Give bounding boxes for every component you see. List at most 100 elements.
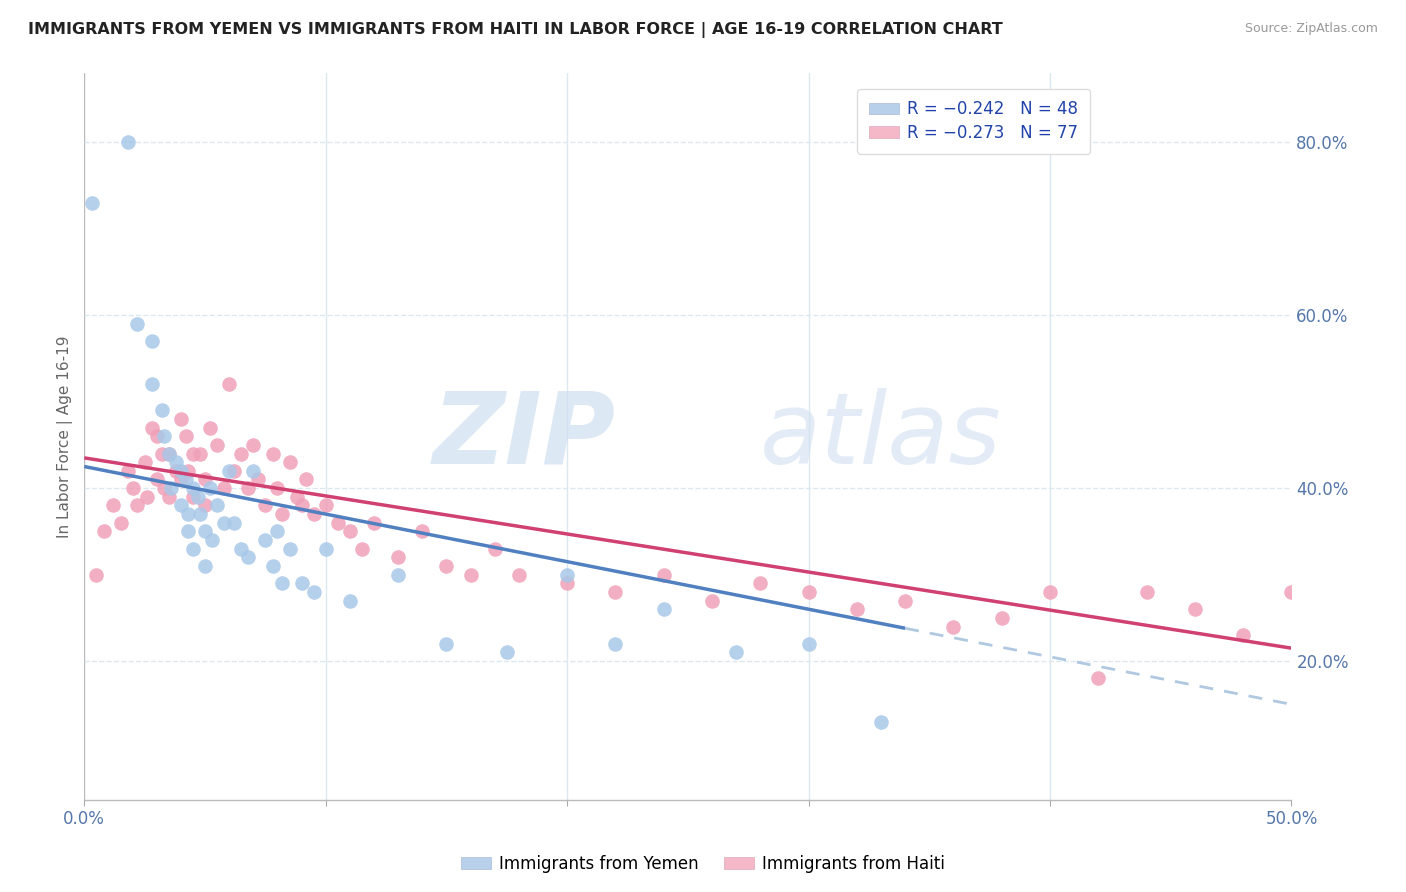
Point — [174, 429, 197, 443]
Point — [436, 637, 458, 651]
Point — [797, 637, 820, 651]
Legend: Immigrants from Yemen, Immigrants from Haiti: Immigrants from Yemen, Immigrants from H… — [454, 848, 952, 880]
Point — [150, 403, 173, 417]
Point — [605, 637, 627, 651]
Point — [339, 524, 361, 539]
Legend: R = −0.242   N = 48, R = −0.273   N = 77: R = −0.242 N = 48, R = −0.273 N = 77 — [858, 88, 1090, 153]
Point — [170, 499, 193, 513]
Point — [387, 550, 409, 565]
Point — [387, 567, 409, 582]
Point — [436, 559, 458, 574]
Point — [266, 524, 288, 539]
Point — [254, 499, 277, 513]
Point — [262, 446, 284, 460]
Point — [326, 516, 349, 530]
Point — [177, 524, 200, 539]
Point — [117, 135, 139, 149]
Point — [134, 455, 156, 469]
Point — [700, 593, 723, 607]
Point — [177, 507, 200, 521]
Point — [170, 473, 193, 487]
Point — [484, 541, 506, 556]
Point — [1087, 672, 1109, 686]
Point — [725, 645, 748, 659]
Point — [218, 464, 240, 478]
Point — [302, 585, 325, 599]
Point — [145, 429, 167, 443]
Text: Source: ZipAtlas.com: Source: ZipAtlas.com — [1244, 22, 1378, 36]
Point — [285, 490, 308, 504]
Point — [315, 499, 337, 513]
Text: IMMIGRANTS FROM YEMEN VS IMMIGRANTS FROM HAITI IN LABOR FORCE | AGE 16-19 CORREL: IMMIGRANTS FROM YEMEN VS IMMIGRANTS FROM… — [28, 22, 1002, 38]
Point — [605, 585, 627, 599]
Point — [141, 334, 163, 348]
Point — [188, 507, 211, 521]
Point — [110, 516, 132, 530]
Point — [652, 602, 675, 616]
Point — [652, 567, 675, 582]
Point — [271, 507, 294, 521]
Point — [262, 559, 284, 574]
Point — [157, 490, 180, 504]
Point — [141, 420, 163, 434]
Point — [86, 567, 108, 582]
Point — [103, 499, 125, 513]
Point — [266, 481, 288, 495]
Point — [278, 541, 301, 556]
Point — [153, 481, 176, 495]
Point — [165, 455, 187, 469]
Point — [141, 377, 163, 392]
Point — [460, 567, 482, 582]
Point — [218, 377, 240, 392]
Point — [315, 541, 337, 556]
Point — [290, 499, 312, 513]
Point — [222, 464, 245, 478]
Point — [136, 490, 159, 504]
Point — [127, 317, 149, 331]
Point — [165, 464, 187, 478]
Point — [231, 446, 253, 460]
Point — [990, 611, 1012, 625]
Point — [278, 455, 301, 469]
Point — [845, 602, 868, 616]
Point — [205, 438, 228, 452]
Point — [231, 541, 253, 556]
Point — [117, 464, 139, 478]
Point — [150, 446, 173, 460]
Point — [411, 524, 433, 539]
Point — [350, 541, 373, 556]
Point — [238, 481, 260, 495]
Point — [247, 473, 270, 487]
Point — [238, 550, 260, 565]
Point — [194, 473, 217, 487]
Point — [181, 481, 204, 495]
Point — [93, 524, 115, 539]
Point — [170, 464, 193, 478]
Point — [302, 507, 325, 521]
Point — [205, 499, 228, 513]
Point — [214, 481, 236, 495]
Point — [242, 464, 264, 478]
Point — [198, 481, 221, 495]
Text: atlas: atlas — [761, 388, 1002, 484]
Point — [181, 446, 204, 460]
Point — [201, 533, 224, 547]
Point — [222, 516, 245, 530]
Point — [214, 516, 236, 530]
Point — [555, 576, 578, 591]
Point — [194, 559, 217, 574]
Point — [160, 481, 183, 495]
Point — [797, 585, 820, 599]
Point — [942, 619, 965, 633]
Point — [1232, 628, 1254, 642]
Point — [1039, 585, 1062, 599]
Y-axis label: In Labor Force | Age 16-19: In Labor Force | Age 16-19 — [58, 335, 73, 538]
Point — [242, 438, 264, 452]
Text: ZIP: ZIP — [433, 388, 616, 484]
Point — [1136, 585, 1159, 599]
Point — [187, 490, 209, 504]
Point — [749, 576, 772, 591]
Point — [170, 412, 193, 426]
Point — [127, 499, 149, 513]
Point — [290, 576, 312, 591]
